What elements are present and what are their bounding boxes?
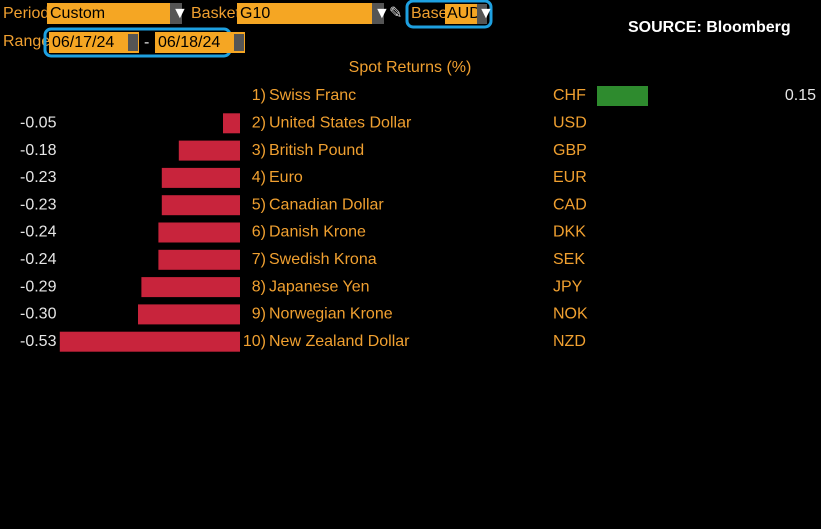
rank: 4): [252, 169, 266, 186]
bar: [161, 167, 240, 188]
basket-label: Basket: [191, 5, 240, 22]
currency-code: SEK: [553, 251, 585, 268]
currency-code: DKK: [553, 224, 586, 241]
chart-title: Spot Returns (%): [349, 59, 472, 76]
bar: [158, 249, 240, 270]
range-end-field[interactable]: [155, 32, 245, 53]
rank: 10): [243, 333, 266, 350]
value-label: 0.15: [785, 87, 816, 104]
currency-code: USD: [553, 115, 587, 132]
value-label: -0.24: [20, 251, 57, 268]
basket-field[interactable]: [237, 3, 384, 24]
edit-icon[interactable]: ✎: [389, 5, 402, 22]
highlight-box: [405, 0, 493, 29]
currency-code: CAD: [553, 196, 587, 213]
period-dropdown[interactable]: [170, 3, 182, 24]
dropdown-arrow: ▼: [374, 5, 390, 22]
base-value[interactable]: AUD: [447, 5, 481, 22]
basket-value[interactable]: G10: [240, 5, 270, 22]
currency-name: Swiss Franc: [269, 87, 356, 104]
rank: 2): [252, 115, 266, 132]
value-label: -0.23: [20, 196, 57, 213]
range-separator: -: [144, 34, 149, 51]
range-end[interactable]: 06/18/24: [158, 34, 220, 51]
bar: [178, 140, 240, 161]
base-dropdown[interactable]: [477, 4, 487, 24]
currency-name: Swedish Krona: [269, 251, 377, 268]
calendar-button[interactable]: [128, 34, 138, 51]
rank: 8): [252, 278, 266, 295]
range-start[interactable]: 06/17/24: [52, 34, 114, 51]
currency-code: NOK: [553, 306, 588, 323]
rank: 9): [252, 306, 266, 323]
currency-name: New Zealand Dollar: [269, 333, 410, 350]
bar: [597, 86, 648, 106]
value-label: -0.05: [20, 115, 57, 132]
rank: 1): [252, 87, 266, 104]
value-label: -0.30: [20, 306, 57, 323]
value-label: -0.24: [20, 224, 57, 241]
range-start-field[interactable]: [49, 32, 139, 53]
currency-code: EUR: [553, 169, 587, 186]
currency-name: Norwegian Krone: [269, 306, 393, 323]
currency-name: British Pound: [269, 142, 364, 159]
value-label: -0.53: [20, 333, 57, 350]
currency-name: Japanese Yen: [269, 278, 370, 295]
currency-name: Danish Krone: [269, 224, 366, 241]
value-label: -0.29: [20, 278, 57, 295]
base-label: Base: [411, 5, 448, 22]
bar: [223, 113, 240, 134]
period-label: Period: [3, 5, 49, 22]
currency-code: NZD: [553, 333, 586, 350]
value-label: -0.18: [20, 142, 57, 159]
bar: [59, 331, 240, 352]
rank: 5): [252, 196, 266, 213]
rank: 6): [252, 224, 266, 241]
source-note: SOURCE: Bloomberg: [628, 19, 791, 36]
basket-dropdown[interactable]: [372, 3, 384, 24]
currency-name: Canadian Dollar: [269, 196, 384, 213]
bar: [158, 222, 240, 243]
currency-code: JPY: [553, 278, 583, 295]
period-value[interactable]: Custom: [50, 5, 105, 22]
range-label: Range: [3, 33, 50, 50]
value-label: -0.23: [20, 169, 57, 186]
dropdown-arrow: ▼: [478, 5, 494, 22]
currency-name: United States Dollar: [269, 115, 412, 132]
currency-code: CHF: [553, 87, 586, 104]
bar: [161, 195, 240, 216]
period-field[interactable]: [47, 3, 182, 24]
base-field[interactable]: [445, 4, 487, 24]
currency-code: GBP: [553, 142, 587, 159]
bar: [141, 277, 240, 298]
rank: 3): [252, 142, 266, 159]
rank: 7): [252, 251, 266, 268]
calendar-button[interactable]: [234, 34, 244, 51]
bar: [138, 304, 240, 325]
currency-name: Euro: [269, 169, 303, 186]
dropdown-arrow: ▼: [172, 5, 188, 22]
